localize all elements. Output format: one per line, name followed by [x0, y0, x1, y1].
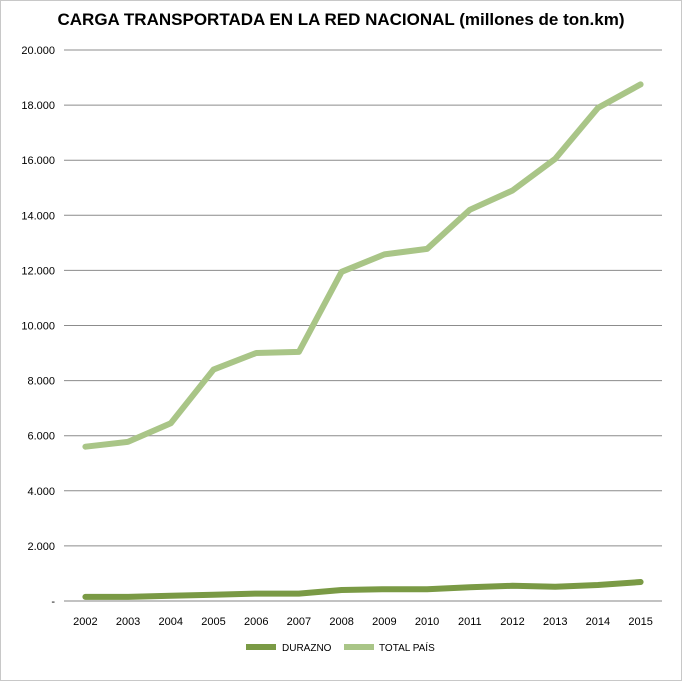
y-tick-label: 2.000: [27, 541, 55, 553]
x-tick-label: 2012: [500, 616, 524, 628]
y-tick-label: 12.000: [21, 265, 55, 277]
x-tick-label: 2003: [116, 616, 140, 628]
x-tick-label: 2005: [201, 616, 225, 628]
series-lines: [82, 81, 644, 600]
x-axis-tick-labels: 2002 2003 2004 2005 2006 2007 2008 2009 2010 2011…: [73, 616, 653, 628]
x-tick-label: 2011: [458, 616, 482, 628]
y-tick-label: 8.000: [27, 376, 55, 388]
y-tick-label: 20.000: [21, 45, 55, 57]
y-tick-label: 14.000: [21, 210, 55, 222]
legend: DURAZNO TOTAL PAÍS: [246, 641, 435, 654]
x-tick-label: 2009: [372, 616, 396, 628]
legend-label-0: DURAZNO: [282, 643, 332, 654]
x-tick-label: 2013: [543, 616, 567, 628]
y-tick-label: 6.000: [27, 431, 55, 443]
y-tick-label: 16.000: [21, 155, 55, 167]
y-axis-tick-labels: - 2.000 4.000 6.000 8.000 10.000 12.000 14.000 1…: [21, 45, 55, 608]
gridlines: [64, 49, 662, 602]
x-tick-label: 2004: [159, 616, 183, 628]
chart-title: CARGA TRANSPORTADA EN LA RED NACIONAL (m…: [57, 10, 625, 29]
x-tick-label: 2007: [287, 616, 311, 628]
x-tick-label: 2002: [73, 616, 97, 628]
x-tick-label: 2006: [244, 616, 268, 628]
x-tick-label: 2010: [415, 616, 439, 628]
legend-label-1: TOTAL PAÍS: [379, 641, 435, 654]
series-line-0: [82, 579, 644, 600]
y-tick-label: 4.000: [27, 486, 55, 498]
y-tick-label: 18.000: [21, 100, 55, 112]
y-tick-label: 10.000: [21, 321, 55, 333]
x-tick-label: 2015: [628, 616, 652, 628]
x-tick-label: 2014: [586, 616, 610, 628]
series-line-1: [82, 81, 644, 450]
x-tick-label: 2008: [329, 616, 353, 628]
y-tick-label: -: [51, 596, 55, 608]
